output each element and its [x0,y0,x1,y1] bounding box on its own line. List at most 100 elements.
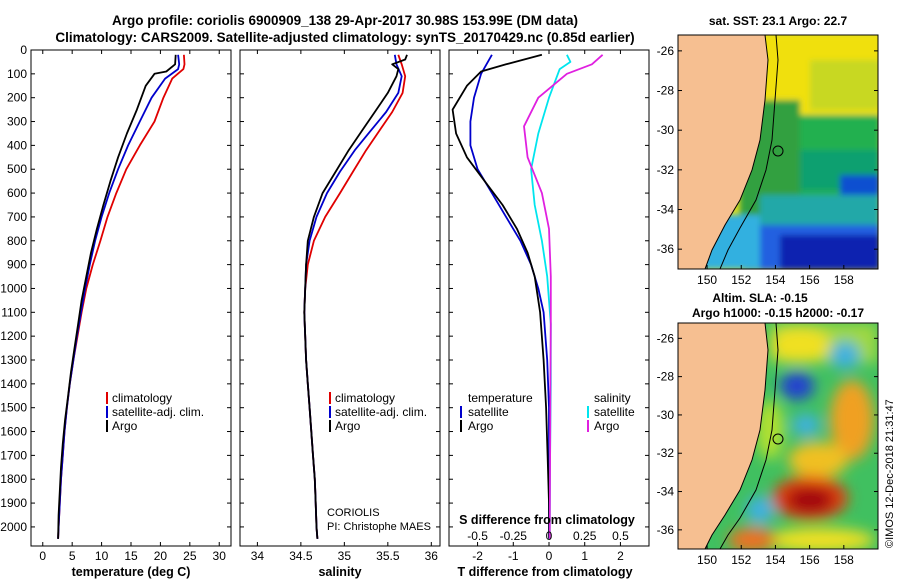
x-tick-label: 5 [69,549,76,563]
legend-label-s-argo: Argo [594,419,620,433]
depth-tick-label: 0 [20,43,27,57]
map-lon-label: 156 [800,553,820,567]
x-tick-label: -1 [508,549,519,563]
temperature-lines [57,54,186,539]
depth-axis-labels: 0 100 200 300 400 500 600 700 800 900 1000 1100 1200… [0,43,27,534]
s-diff-tick-label: 0.25 [573,529,597,543]
map-lon-label: 150 [697,553,717,567]
map-lon-label: 154 [765,553,785,567]
depth-tick-label: 400 [7,138,27,152]
legend-label-climatology: climatology [335,391,395,405]
map-lon-label: 158 [834,553,854,567]
map-lat-label: -34 [657,203,675,217]
legend-label-climatology: climatology [112,391,172,405]
series-line-argo [303,54,408,539]
salinity-lines [303,54,408,539]
series-line-climatology [303,54,407,539]
depth-tick-label: 1800 [0,472,27,486]
depth-tick-label: 100 [7,67,27,81]
map-lon-label: 150 [697,273,717,287]
legend-label-s-satellite: satellite [594,405,635,419]
map-lat-label: -28 [657,84,675,98]
map-lat-label: -26 [657,331,675,345]
x-tick-label: 35 [338,549,352,563]
map-lat-label: -30 [657,408,675,422]
temperature-xlabel: temperature (deg C) [72,565,191,579]
figure-title-line1: Argo profile: coriolis 6900909_138 29-Ap… [112,13,578,28]
sst-map-ticks: 150 152 154 156 158 -26 -28 -30 -32 -34 -36 [657,44,878,287]
series-line-t-satellite [469,54,550,539]
depth-tick-label: 300 [7,115,27,129]
legend-label-argo: Argo [112,419,138,433]
series-line-satellite-adj-clim- [303,54,403,539]
watermark: ©IMOS 12-Dec-2018 21:31:47 [884,399,896,548]
argo-position-marker [772,433,784,445]
map-lon-label: 152 [731,273,751,287]
x-tick-label: 35.5 [376,549,400,563]
map-lat-label: -32 [657,446,675,460]
argo-position-marker [772,145,784,157]
depth-tick-label: 1000 [0,281,27,295]
depth-tick-label: 1600 [0,425,27,439]
x-tick-label: 10 [95,549,109,563]
map-lat-label: -26 [657,44,675,58]
map-lat-label: -28 [657,370,675,384]
depth-tick-label: 1900 [0,496,27,510]
x-tick-label: 34.5 [289,549,313,563]
map-lat-label: -32 [657,163,675,177]
map-lat-label: -36 [657,523,675,537]
depth-tick-label: 500 [7,162,27,176]
legend-title-salinity: salinity [594,391,631,405]
depth-tick-label: 700 [7,210,27,224]
depth-tick-label: 2000 [0,520,27,534]
sst-map-title: sat. SST: 23.1 Argo: 22.7 [709,14,848,28]
map-lat-label: -36 [657,242,675,256]
sla-map-title-line1: Altim. SLA: -0.15 [712,291,808,305]
s-difference-ticks: -0.5 -0.25 0 0.25 0.5 [467,529,629,543]
s-diff-tick-label: -0.25 [500,529,528,543]
x-tick-label: 0 [546,549,553,563]
map-lon-label: 156 [800,273,820,287]
legend-label-t-satellite: satellite [468,405,509,419]
salinity-xlabel: salinity [318,565,361,579]
annotation-pi: PI: Christophe MAES [327,521,431,533]
series-line-argo [57,54,177,539]
difference-ticks: -2 -1 0 1 2 [449,49,649,563]
figure-title-line2: Climatology: CARS2009. Satellite-adjuste… [55,30,634,45]
depth-tick-label: 1100 [1,305,27,319]
x-tick-label: 15 [124,549,138,563]
legend-label-satellite: satellite-adj. clim. [335,405,427,419]
x-tick-label: 0 [39,549,46,563]
difference-xlabel: T difference from climatology [457,565,632,579]
salinity-legend: climatology satellite-adj. clim. Argo [329,391,427,433]
salinity-ticks: 34 34.5 35 35.5 36 [240,49,440,563]
depth-tick-label: 1200 [0,329,27,343]
x-tick-label: 36 [425,549,439,563]
temperature-legend: climatology satellite-adj. clim. Argo [106,391,204,433]
map-lon-label: 154 [765,273,785,287]
series-line-climatology [57,54,186,539]
depth-tick-label: 200 [7,91,27,105]
depth-tick-label: 900 [7,258,27,272]
sla-map-title-line2: Argo h1000: -0.15 h2000: -0.17 [692,306,864,320]
depth-tick-label: 600 [7,186,27,200]
depth-tick-label: 1400 [0,377,27,391]
legend-label-t-argo: Argo [468,419,494,433]
difference-lines [451,53,604,539]
x-tick-label: 2 [617,549,624,563]
legend-label-argo: Argo [335,419,361,433]
map-lat-label: -30 [657,123,675,137]
x-tick-label: 34 [251,549,265,563]
map-lon-label: 152 [731,553,751,567]
sla-map-ticks: 150 152 154 156 158 -26 -28 -30 -32 -34 -36 [657,331,878,567]
sla-map-field [678,323,878,549]
depth-tick-label: 800 [7,234,27,248]
legend-title-temperature: temperature [468,391,533,405]
x-tick-label: 25 [183,549,197,563]
s-difference-label: S difference from climatology [459,513,635,527]
depth-tick-label: 1500 [0,401,27,415]
s-diff-tick-label: 0 [546,529,553,543]
series-line-s-argo [523,54,604,539]
depth-tick-label: 1300 [0,353,27,367]
